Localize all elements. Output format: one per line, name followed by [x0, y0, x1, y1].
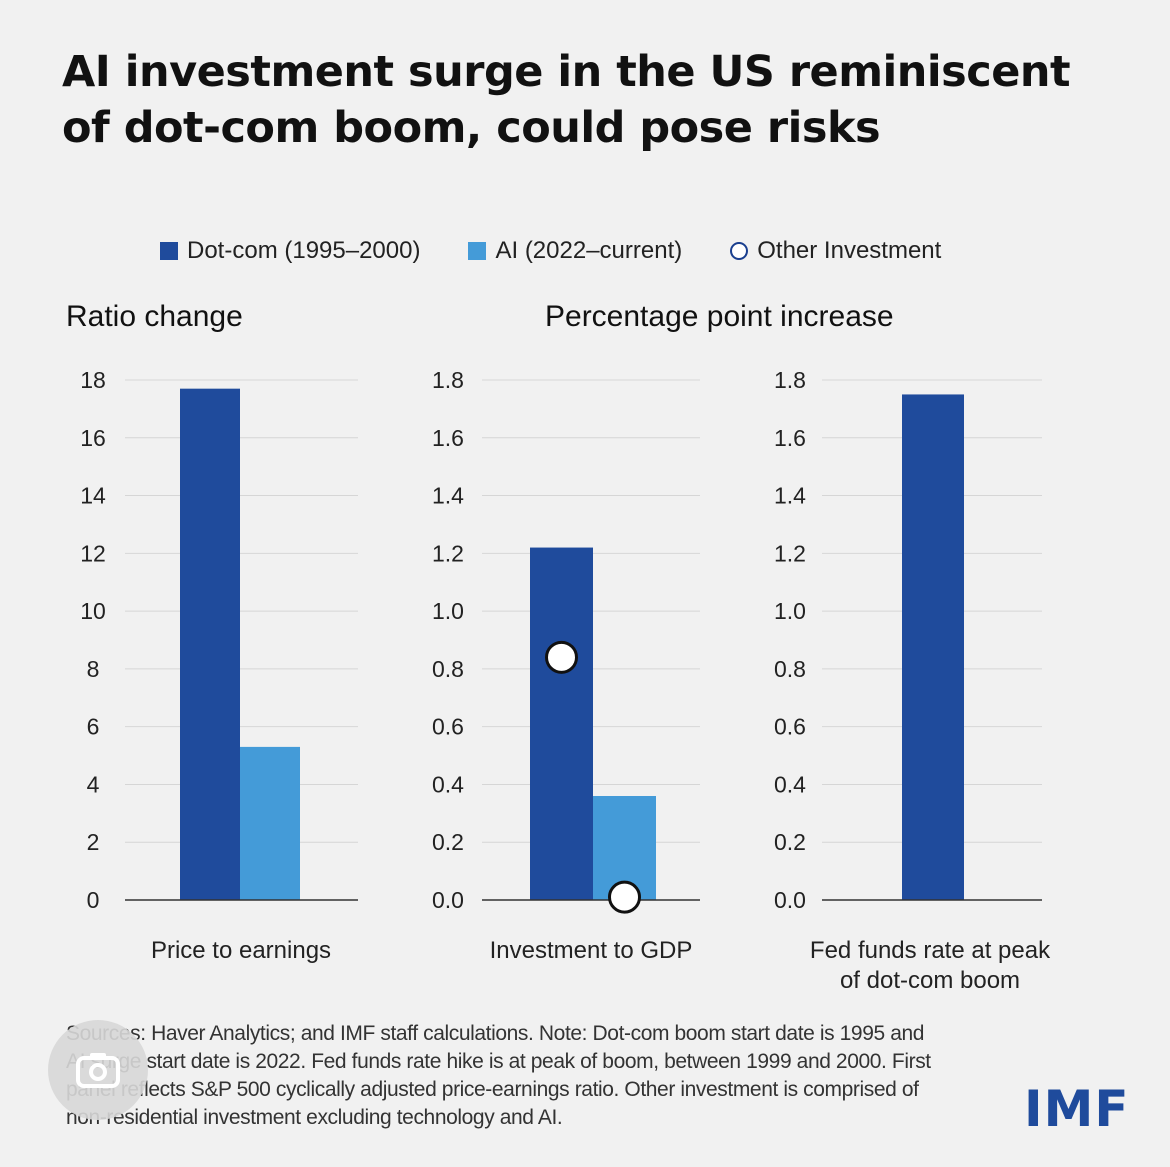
- category-label: of dot-com boom: [840, 967, 1020, 994]
- y-tick-label: 0.0: [432, 887, 464, 913]
- y-tick-label: 1.2: [432, 540, 464, 566]
- y-tick-label: 0.8: [774, 656, 806, 682]
- y-tick-label: 2: [87, 829, 100, 855]
- source-note: Sources: Haver Analytics; and IMF staff …: [66, 1022, 931, 1129]
- y-tick-label: 0.4: [432, 771, 464, 797]
- legend-label-dotcom: Dot-com (1995–2000): [187, 237, 421, 264]
- legend-label-ai: AI (2022–current): [495, 237, 683, 264]
- y-tick-label: 0.6: [432, 714, 464, 740]
- legend-item-other: Other Investment: [730, 237, 941, 265]
- y-tick-label: 0.2: [432, 829, 464, 855]
- y-tick-label: 10: [80, 598, 106, 624]
- subtitle-percentage-point: Percentage point increase: [545, 300, 894, 333]
- y-tick-label: 0.6: [774, 714, 806, 740]
- y-tick-label: 1.2: [774, 540, 806, 566]
- subtitle-ratio-change: Ratio change: [66, 300, 243, 333]
- y-tick-label: 8: [87, 656, 100, 682]
- legend-item-dotcom: Dot-com (1995–2000): [160, 237, 420, 265]
- y-tick-label: 0.8: [432, 656, 464, 682]
- bar-ai: [240, 746, 300, 900]
- legend-swatch-ai: [468, 242, 487, 260]
- y-tick-label: 0: [87, 887, 100, 913]
- share-button[interactable]: [48, 1020, 148, 1120]
- y-tick-label: 1.4: [774, 483, 806, 509]
- y-tick-label: 0.2: [774, 829, 806, 855]
- category-label: Investment to GDP: [490, 937, 693, 964]
- category-label: Price to earnings: [151, 937, 331, 964]
- y-tick-label: 1.6: [432, 425, 464, 451]
- imf-logo: IMF: [1024, 1080, 1130, 1138]
- legend-label-other: Other Investment: [757, 237, 942, 264]
- y-tick-label: 1.8: [432, 367, 464, 393]
- y-tick-label: 4: [87, 771, 100, 797]
- camera-icon: [76, 1053, 120, 1088]
- y-tick-label: 16: [80, 425, 106, 451]
- y-tick-label: 1.4: [432, 483, 464, 509]
- bar-dotcom: [530, 547, 593, 900]
- category-label: Fed funds rate at peak: [810, 937, 1051, 964]
- bar-dotcom: [902, 394, 964, 900]
- bar-dotcom: [180, 388, 240, 900]
- charts-canvas: 0 2 4 6 8 10 12 14 16 18 Price to earnings 0.0 0.2 0.…: [80, 367, 1051, 994]
- other-investment-marker: [545, 640, 578, 674]
- y-tick-label: 0.4: [774, 771, 806, 797]
- legend: Dot-com (1995–2000) AI (2022–current) Ot…: [160, 236, 989, 266]
- y-tick-label: 6: [87, 714, 100, 740]
- y-tick-label: 1.8: [774, 367, 806, 393]
- y-tick-label: 14: [80, 483, 106, 509]
- y-tick-label: 1.0: [774, 598, 806, 624]
- y-tick-label: 1.6: [774, 425, 806, 451]
- legend-circle-icon: [730, 242, 749, 260]
- legend-swatch-dotcom: [160, 242, 178, 260]
- y-tick-label: 18: [80, 367, 106, 393]
- legend-item-ai: AI (2022–current): [468, 237, 682, 265]
- y-tick-label: 1.0: [432, 598, 464, 624]
- other-investment-marker: [608, 880, 641, 914]
- y-tick-label: 12: [80, 540, 106, 566]
- chart-title: AI investment surge in the US reminiscen…: [62, 47, 1071, 153]
- y-tick-label: 0.0: [774, 887, 806, 913]
